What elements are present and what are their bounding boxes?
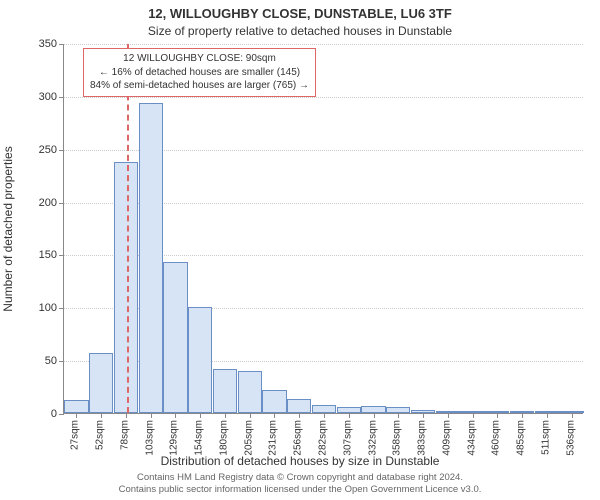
- x-tick-mark: [497, 413, 498, 418]
- chart-title-sub: Size of property relative to detached ho…: [0, 24, 600, 38]
- gridline: [64, 44, 583, 45]
- x-tick-label: 307sqm: [342, 420, 353, 456]
- property-marker-line: [127, 44, 129, 413]
- x-tick-label: 434sqm: [466, 420, 477, 456]
- plot-area: [63, 44, 583, 414]
- x-tick-mark: [448, 413, 449, 418]
- x-tick-mark: [423, 413, 424, 418]
- attribution-line1: Contains HM Land Registry data © Crown c…: [137, 472, 463, 483]
- y-tick-mark: [59, 414, 64, 415]
- x-tick-label: 78sqm: [119, 420, 130, 450]
- y-tick-label: 100: [23, 302, 57, 314]
- y-tick-label: 200: [23, 197, 57, 209]
- x-tick-mark: [76, 413, 77, 418]
- x-tick-mark: [200, 413, 201, 418]
- callout-line: ← 16% of detached houses are smaller (14…: [90, 66, 309, 80]
- y-tick-mark: [59, 203, 64, 204]
- x-tick-mark: [522, 413, 523, 418]
- histogram-bar: [361, 406, 385, 413]
- x-tick-mark: [547, 413, 548, 418]
- y-tick-label: 300: [23, 91, 57, 103]
- x-tick-mark: [101, 413, 102, 418]
- y-tick-label: 50: [23, 355, 57, 367]
- y-tick-label: 0: [23, 408, 57, 420]
- x-tick-mark: [349, 413, 350, 418]
- y-tick-mark: [59, 308, 64, 309]
- x-tick-mark: [250, 413, 251, 418]
- x-tick-mark: [225, 413, 226, 418]
- y-tick-label: 350: [23, 38, 57, 50]
- x-tick-label: 180sqm: [218, 420, 229, 456]
- y-tick-label: 250: [23, 144, 57, 156]
- histogram-bar: [238, 371, 262, 413]
- callout-line: 12 WILLOUGHBY CLOSE: 90sqm: [90, 52, 309, 66]
- x-tick-label: 27sqm: [70, 420, 81, 450]
- histogram-bar: [163, 262, 187, 413]
- histogram-bar: [188, 307, 212, 413]
- callout-line: 84% of semi-detached houses are larger (…: [90, 79, 309, 93]
- y-tick-mark: [59, 255, 64, 256]
- histogram-bar: [64, 400, 88, 413]
- y-tick-mark: [59, 44, 64, 45]
- histogram-bar: [139, 103, 163, 413]
- x-tick-label: 358sqm: [392, 420, 403, 456]
- x-tick-mark: [374, 413, 375, 418]
- chart-title-main: 12, WILLOUGHBY CLOSE, DUNSTABLE, LU6 3TF: [0, 6, 600, 21]
- histogram-bar: [262, 390, 286, 413]
- x-tick-label: 231sqm: [268, 420, 279, 456]
- x-tick-mark: [126, 413, 127, 418]
- x-tick-mark: [473, 413, 474, 418]
- histogram-bar: [114, 162, 138, 413]
- histogram-bar: [89, 353, 113, 413]
- x-tick-label: 511sqm: [540, 420, 551, 455]
- x-tick-label: 129sqm: [169, 420, 180, 456]
- histogram-bar: [213, 369, 237, 413]
- x-tick-mark: [175, 413, 176, 418]
- y-axis-label: Number of detached properties: [1, 146, 15, 311]
- attribution: Contains HM Land Registry data © Crown c…: [0, 472, 600, 496]
- x-tick-label: 332sqm: [367, 420, 378, 456]
- x-tick-label: 485sqm: [516, 420, 527, 456]
- x-tick-mark: [151, 413, 152, 418]
- x-tick-label: 409sqm: [441, 420, 452, 456]
- y-tick-mark: [59, 361, 64, 362]
- property-callout: 12 WILLOUGHBY CLOSE: 90sqm← 16% of detac…: [83, 48, 316, 97]
- x-tick-mark: [572, 413, 573, 418]
- x-tick-mark: [299, 413, 300, 418]
- x-tick-label: 154sqm: [194, 420, 205, 456]
- x-axis-label: Distribution of detached houses by size …: [0, 454, 600, 468]
- x-tick-label: 52sqm: [95, 420, 106, 450]
- x-tick-label: 103sqm: [144, 420, 155, 456]
- x-tick-label: 282sqm: [318, 420, 329, 456]
- attribution-line2: Contains public sector information licen…: [119, 484, 482, 495]
- y-tick-mark: [59, 150, 64, 151]
- x-tick-mark: [324, 413, 325, 418]
- x-tick-label: 256sqm: [293, 420, 304, 456]
- x-tick-label: 205sqm: [243, 420, 254, 456]
- x-tick-label: 536sqm: [565, 420, 576, 456]
- x-tick-mark: [274, 413, 275, 418]
- histogram-bar: [287, 399, 311, 413]
- x-tick-label: 383sqm: [417, 420, 428, 456]
- x-tick-mark: [398, 413, 399, 418]
- y-tick-mark: [59, 97, 64, 98]
- histogram-bar: [312, 405, 336, 413]
- gridline: [64, 97, 583, 98]
- x-tick-label: 460sqm: [491, 420, 502, 456]
- y-tick-label: 150: [23, 249, 57, 261]
